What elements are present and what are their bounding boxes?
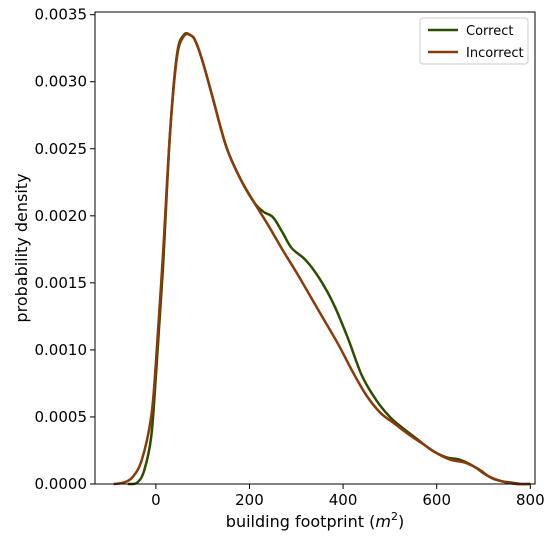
series-line-incorrect [113, 32, 531, 486]
legend-label-correct: Correct [466, 24, 513, 39]
y-tick-label: 0.0005 [35, 408, 88, 426]
y-tick-label: 0.0015 [35, 274, 88, 292]
x-tick-label: 800 [516, 491, 545, 509]
y-tick-label: 0.0010 [35, 341, 88, 359]
x-axis-ticks: 0 200 400 600 800 [151, 484, 545, 509]
series-lines [113, 32, 531, 486]
y-tick-label: 0.0025 [35, 140, 88, 158]
plot-area-frame [94, 11, 536, 485]
y-axis-ticks: 0.0000 0.0005 0.0010 0.0015 0.0020 0.0025 0.00… [35, 6, 95, 493]
x-tick-label: 600 [422, 491, 451, 509]
y-tick-label: 0.0020 [35, 207, 88, 225]
x-axis-title: building footprint (m2) [226, 510, 404, 531]
x-tick-label: 400 [329, 491, 358, 509]
x-tick-label: 0 [151, 491, 161, 509]
x-tick-label: 200 [235, 491, 264, 509]
series-line-correct [127, 32, 531, 486]
y-axis-title: probability density [12, 173, 31, 322]
legend: Correct Incorrect [419, 17, 529, 65]
y-tick-label: 0.0000 [35, 475, 88, 493]
legend-label-incorrect: Incorrect [466, 46, 524, 61]
y-tick-label: 0.0030 [35, 73, 88, 91]
y-tick-label: 0.0035 [35, 6, 88, 24]
